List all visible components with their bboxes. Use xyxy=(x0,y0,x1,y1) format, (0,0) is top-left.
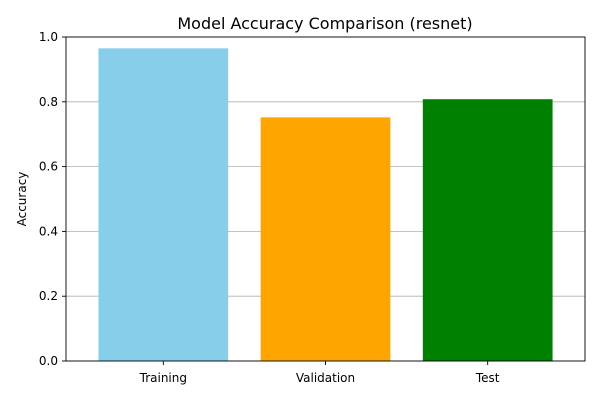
x-tick-label-test: Test xyxy=(475,371,500,385)
bar-test xyxy=(422,99,553,361)
y-tick-label-1: 0.2 xyxy=(39,289,58,303)
y-tick-label-3: 0.6 xyxy=(39,160,58,174)
y-tick-label-0: 0.0 xyxy=(39,354,58,368)
bars xyxy=(98,48,553,362)
x-tick-label-training: Training xyxy=(139,371,187,385)
chart-title: Model Accuracy Comparison (resnet) xyxy=(177,14,472,33)
axes: 0.0 0.2 0.4 0.6 0.8 1.0 Training Validation Test xyxy=(39,30,586,385)
bar-validation xyxy=(260,117,391,362)
y-tick-label-2: 0.4 xyxy=(39,224,58,238)
y-axis-label: Accuracy xyxy=(15,172,29,227)
x-tick-label-validation: Validation xyxy=(296,371,355,385)
y-tick-label-5: 1.0 xyxy=(39,30,58,44)
y-tick-label-4: 0.8 xyxy=(39,95,58,109)
bar-training xyxy=(98,48,229,362)
